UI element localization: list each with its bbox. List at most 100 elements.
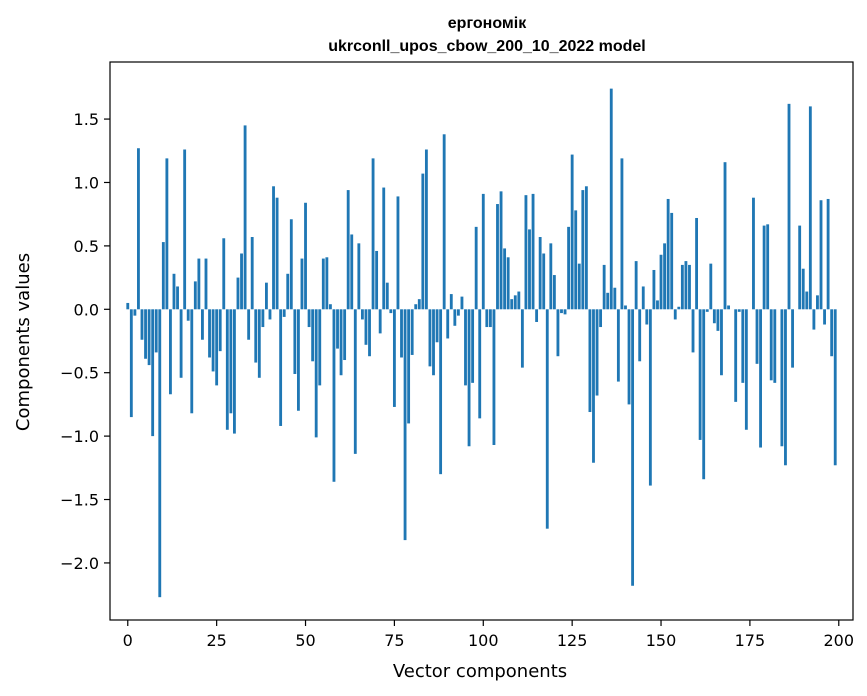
bar <box>432 309 435 376</box>
bar <box>808 106 812 310</box>
bar <box>275 197 279 310</box>
bar <box>606 292 610 310</box>
bar <box>510 299 514 310</box>
bar <box>545 309 549 529</box>
chart-title: ергономік <box>448 15 527 32</box>
bar <box>357 243 361 310</box>
bar <box>474 226 478 310</box>
bar <box>567 226 571 310</box>
bar <box>762 225 766 310</box>
bar <box>389 309 393 314</box>
bar <box>812 309 816 330</box>
bar <box>688 264 691 310</box>
y-tick-label: 0.0 <box>74 300 99 319</box>
bar <box>712 309 716 324</box>
bar <box>791 309 794 368</box>
bar <box>140 309 144 340</box>
bar <box>321 258 325 310</box>
bar <box>616 309 620 382</box>
bar <box>392 309 396 407</box>
x-tick-label: 25 <box>206 631 226 650</box>
bar <box>485 309 489 328</box>
bar <box>744 309 748 430</box>
bar <box>819 200 823 310</box>
bar <box>627 309 631 405</box>
bar <box>428 309 432 367</box>
bar <box>353 309 357 454</box>
bar <box>517 291 521 310</box>
bar <box>773 309 777 383</box>
bar <box>520 309 524 368</box>
bar <box>247 309 251 340</box>
bar <box>755 309 759 364</box>
bar <box>624 305 627 310</box>
bar <box>684 261 688 310</box>
bar <box>602 264 606 310</box>
bar <box>663 243 667 310</box>
bar <box>641 286 645 310</box>
bar <box>656 300 659 310</box>
bar <box>609 88 613 310</box>
bar <box>645 309 649 325</box>
bar <box>126 302 130 310</box>
bar <box>328 304 332 310</box>
y-axis-label: Components values <box>13 253 34 431</box>
bar <box>560 309 563 314</box>
plot-frame <box>109 61 854 621</box>
bar <box>538 237 542 310</box>
y-tick-label: −2.0 <box>60 554 99 573</box>
bar <box>133 309 137 316</box>
bar <box>499 191 503 310</box>
bar <box>282 309 286 317</box>
bar <box>613 287 617 310</box>
x-tick-label: 200 <box>824 631 855 650</box>
bar <box>680 264 684 310</box>
bar <box>823 309 826 325</box>
bar <box>631 309 635 586</box>
y-tick-label: 1.0 <box>74 173 99 192</box>
bar <box>652 269 656 310</box>
bar <box>307 309 311 328</box>
bar <box>272 186 275 310</box>
bar <box>414 304 418 310</box>
bar <box>250 237 254 310</box>
bar <box>233 309 236 434</box>
bar <box>314 309 318 438</box>
bar <box>478 309 482 419</box>
bar <box>695 217 699 310</box>
x-tick-label: 150 <box>646 631 677 650</box>
bar <box>154 309 158 353</box>
bar <box>332 309 336 482</box>
bar <box>382 187 386 310</box>
bar <box>805 291 809 310</box>
y-tick-label: −0.5 <box>60 364 99 383</box>
bar <box>716 309 720 331</box>
bar <box>147 309 151 366</box>
bar <box>833 309 837 466</box>
bar <box>670 212 674 310</box>
bar <box>236 277 240 310</box>
bar <box>257 309 261 378</box>
bar <box>400 309 403 358</box>
bar <box>592 309 595 463</box>
bar <box>460 296 464 310</box>
bar <box>190 309 194 414</box>
bar <box>129 309 133 418</box>
x-axis-label: Vector components <box>393 661 567 682</box>
bar <box>570 154 574 310</box>
bar <box>368 309 371 357</box>
bar <box>769 309 773 381</box>
bar <box>336 309 339 349</box>
bar <box>201 309 204 340</box>
bar <box>471 309 475 383</box>
bar <box>435 309 439 343</box>
bar <box>424 149 428 310</box>
bar <box>659 254 663 310</box>
bar <box>364 309 368 345</box>
bar <box>325 257 329 310</box>
bar <box>158 309 162 598</box>
bar <box>737 309 741 312</box>
bar <box>375 250 379 310</box>
bar <box>137 148 140 310</box>
bar <box>584 186 588 310</box>
